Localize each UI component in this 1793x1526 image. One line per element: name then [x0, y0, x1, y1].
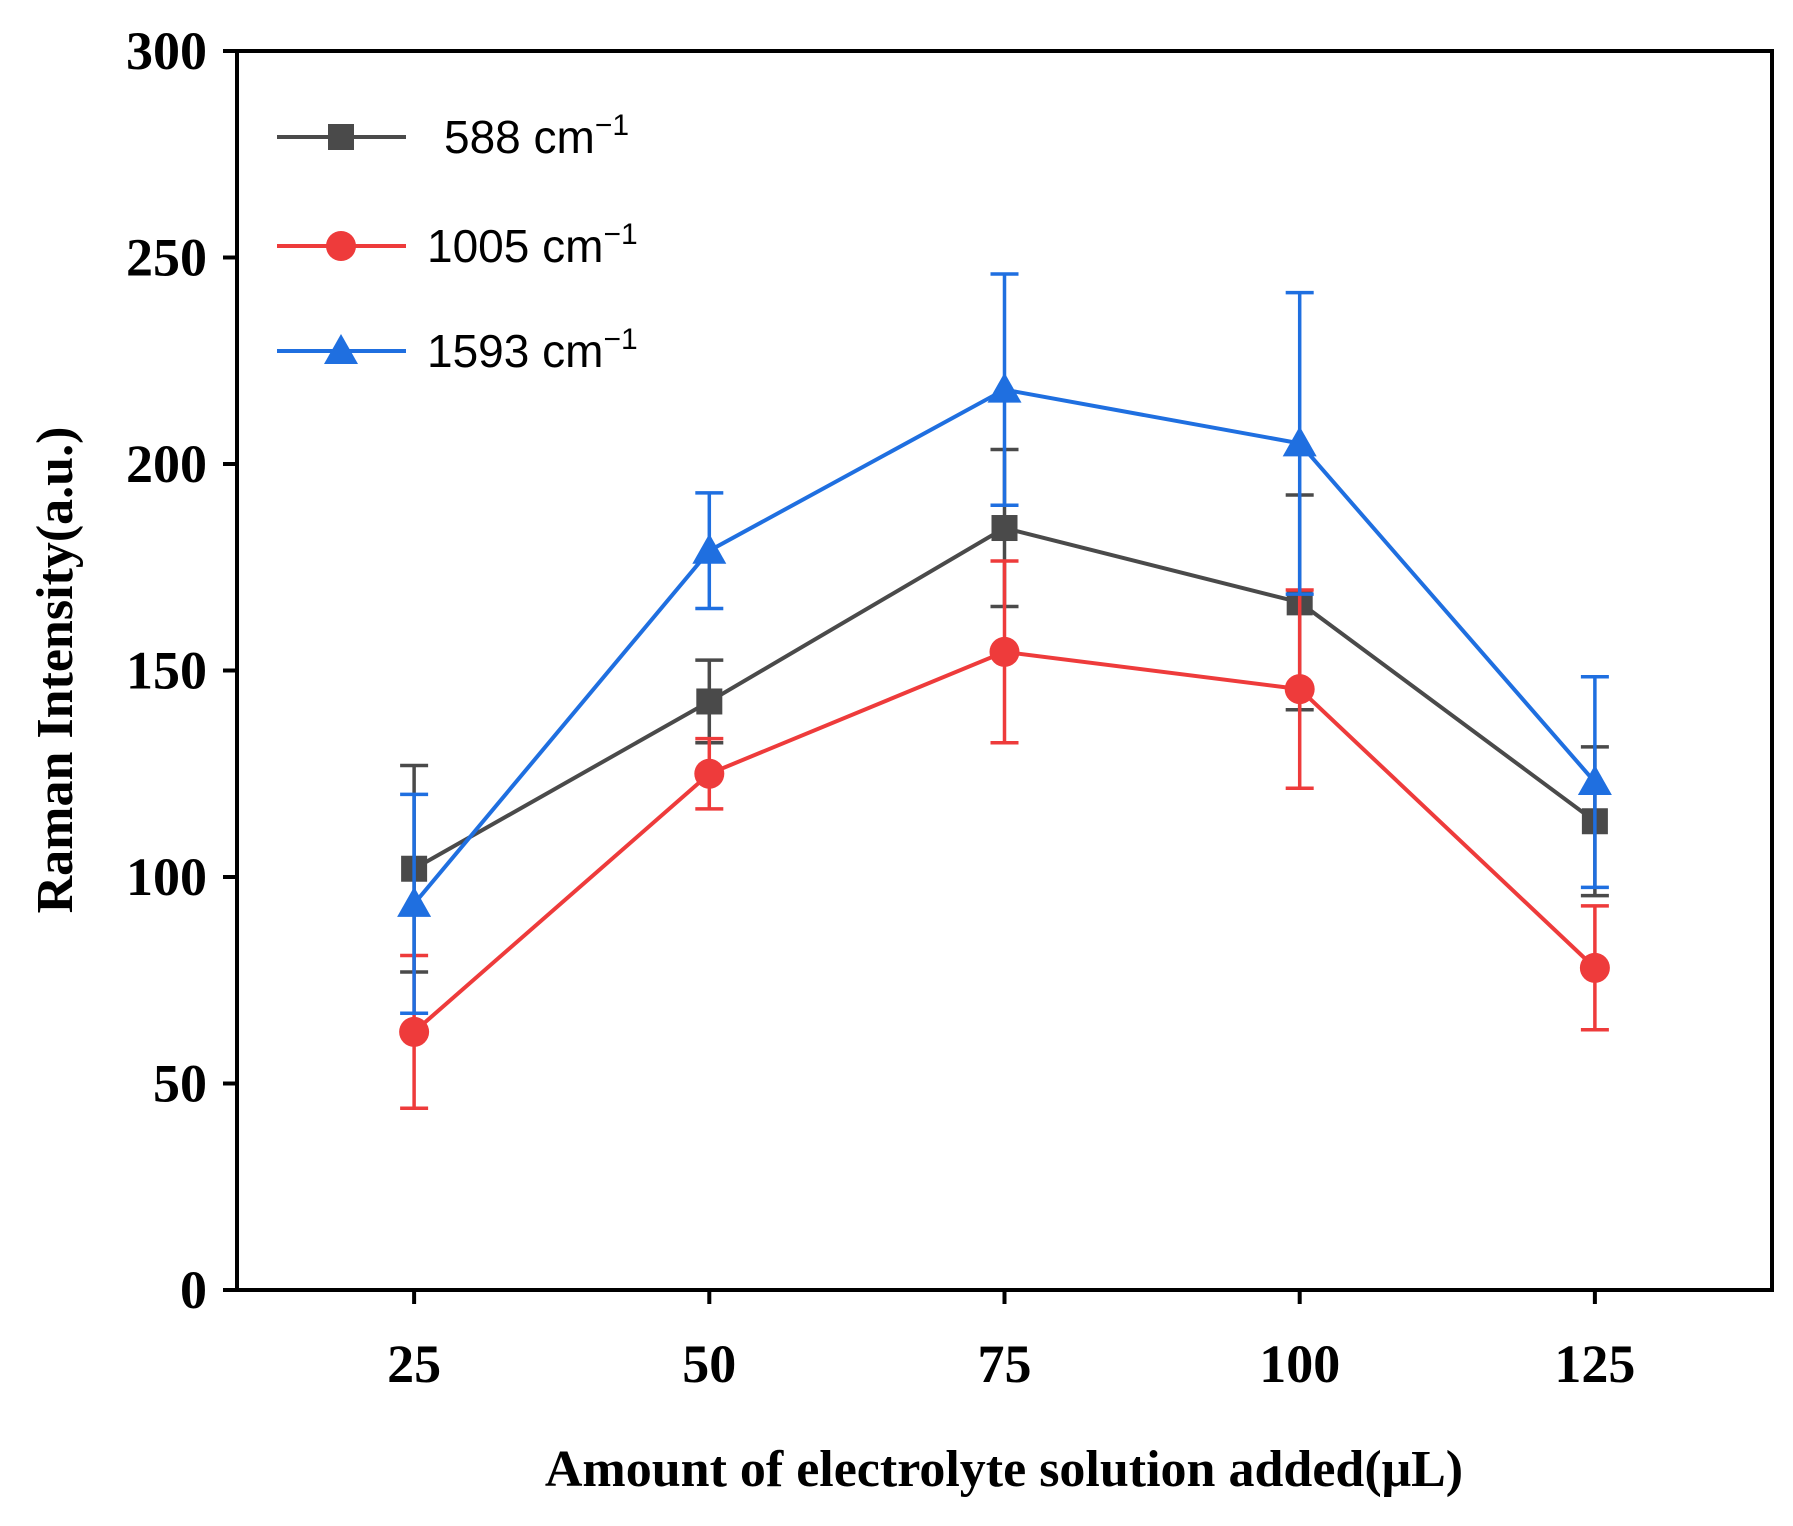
series-1	[399, 559, 1610, 1111]
legend-label-text: 1005 cm	[427, 220, 603, 272]
triangle-marker	[397, 886, 432, 917]
legend-item-2: 1593 cm−1	[277, 323, 638, 377]
x-tick-label: 25	[387, 1334, 441, 1394]
square-marker	[991, 515, 1018, 542]
x-axis-label: Amount of electrolyte solution added(μL)	[545, 1441, 1463, 1498]
circle-marker	[989, 636, 1020, 667]
triangle-marker	[324, 334, 358, 364]
legend-label-text: 588 cm	[444, 111, 595, 163]
legend-label-superscript: −1	[603, 323, 637, 356]
series-layer	[397, 272, 1612, 1111]
axes-layer: 0 50 100 150 200 250 300 25 50 75 100 125	[126, 21, 1635, 1394]
triangle-marker	[692, 533, 727, 564]
legend-label-text: 1593 cm	[427, 325, 603, 377]
triangle-marker	[1577, 765, 1612, 796]
circle-marker	[694, 758, 725, 789]
circle-marker	[1579, 952, 1610, 983]
x-tick-label: 75	[978, 1334, 1032, 1394]
legend-item-1: 1005 cm−1	[277, 218, 638, 272]
y-tick-label: 300	[126, 21, 207, 81]
square-marker	[328, 124, 354, 150]
legend-label-superscript: −1	[595, 109, 629, 142]
legend-item-0: 588 cm−1	[277, 109, 629, 163]
legend-label: 1005 cm−1	[427, 218, 638, 272]
circle-marker	[1284, 674, 1315, 705]
x-tick-label: 50	[682, 1334, 736, 1394]
series-2	[397, 272, 1612, 1016]
y-tick-label: 250	[126, 228, 207, 288]
y-tick-label: 150	[126, 641, 207, 701]
legend-label-superscript: −1	[603, 218, 637, 251]
legend-label: 1593 cm−1	[427, 323, 638, 377]
circle-marker	[326, 231, 356, 261]
triangle-marker	[987, 372, 1022, 403]
y-axis-label: Raman Intensity(a.u.)	[27, 427, 84, 914]
y-tick-label: 0	[180, 1260, 207, 1320]
x-tick-label: 125	[1554, 1334, 1635, 1394]
y-tick-label: 100	[126, 847, 207, 907]
square-marker	[696, 688, 723, 715]
x-tick-label: 100	[1259, 1334, 1340, 1394]
circle-marker	[399, 1016, 430, 1047]
y-tick-label: 50	[153, 1054, 207, 1114]
y-tick-label: 200	[126, 434, 207, 494]
triangle-marker	[1282, 426, 1317, 457]
legend-label: 588 cm−1	[444, 109, 629, 163]
